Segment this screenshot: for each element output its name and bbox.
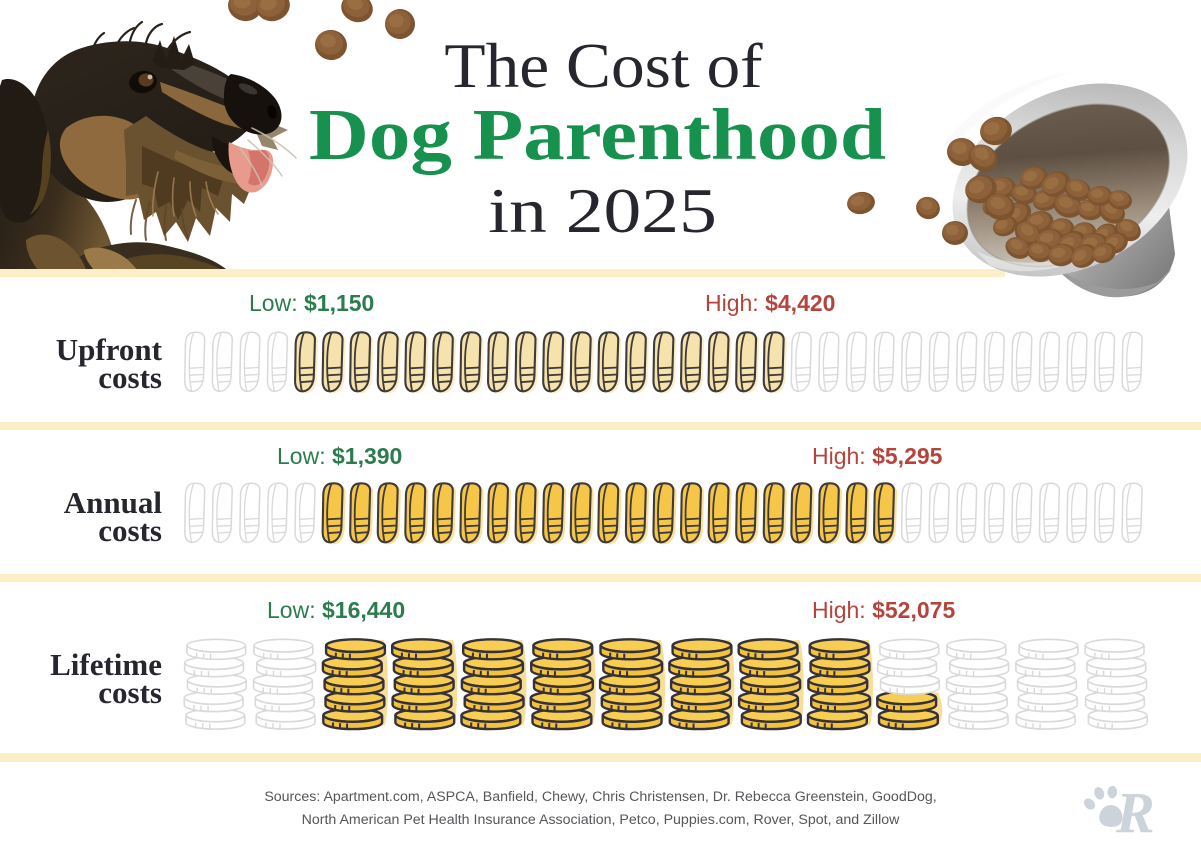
svg-text:R: R xyxy=(1115,780,1155,845)
